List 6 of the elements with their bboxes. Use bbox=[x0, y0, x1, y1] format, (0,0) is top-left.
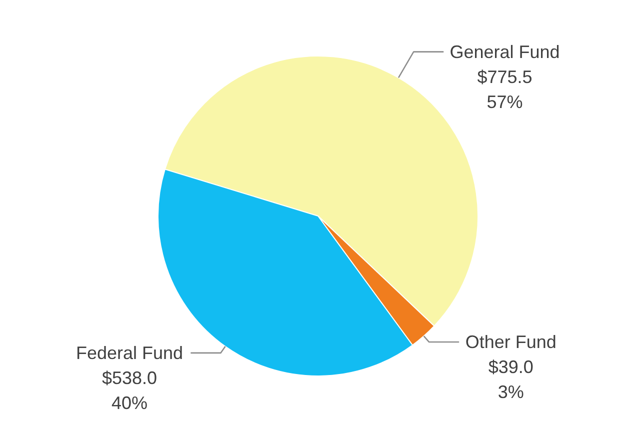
slice-label: Other Fund bbox=[465, 332, 556, 352]
slice-label: General Fund bbox=[450, 42, 560, 62]
data-label: $39.0 3% bbox=[488, 357, 534, 402]
data-label: $775.5 57% bbox=[477, 66, 532, 112]
data-label: $538.0 40% bbox=[102, 368, 158, 413]
slice-label: Federal Fund bbox=[76, 342, 184, 363]
